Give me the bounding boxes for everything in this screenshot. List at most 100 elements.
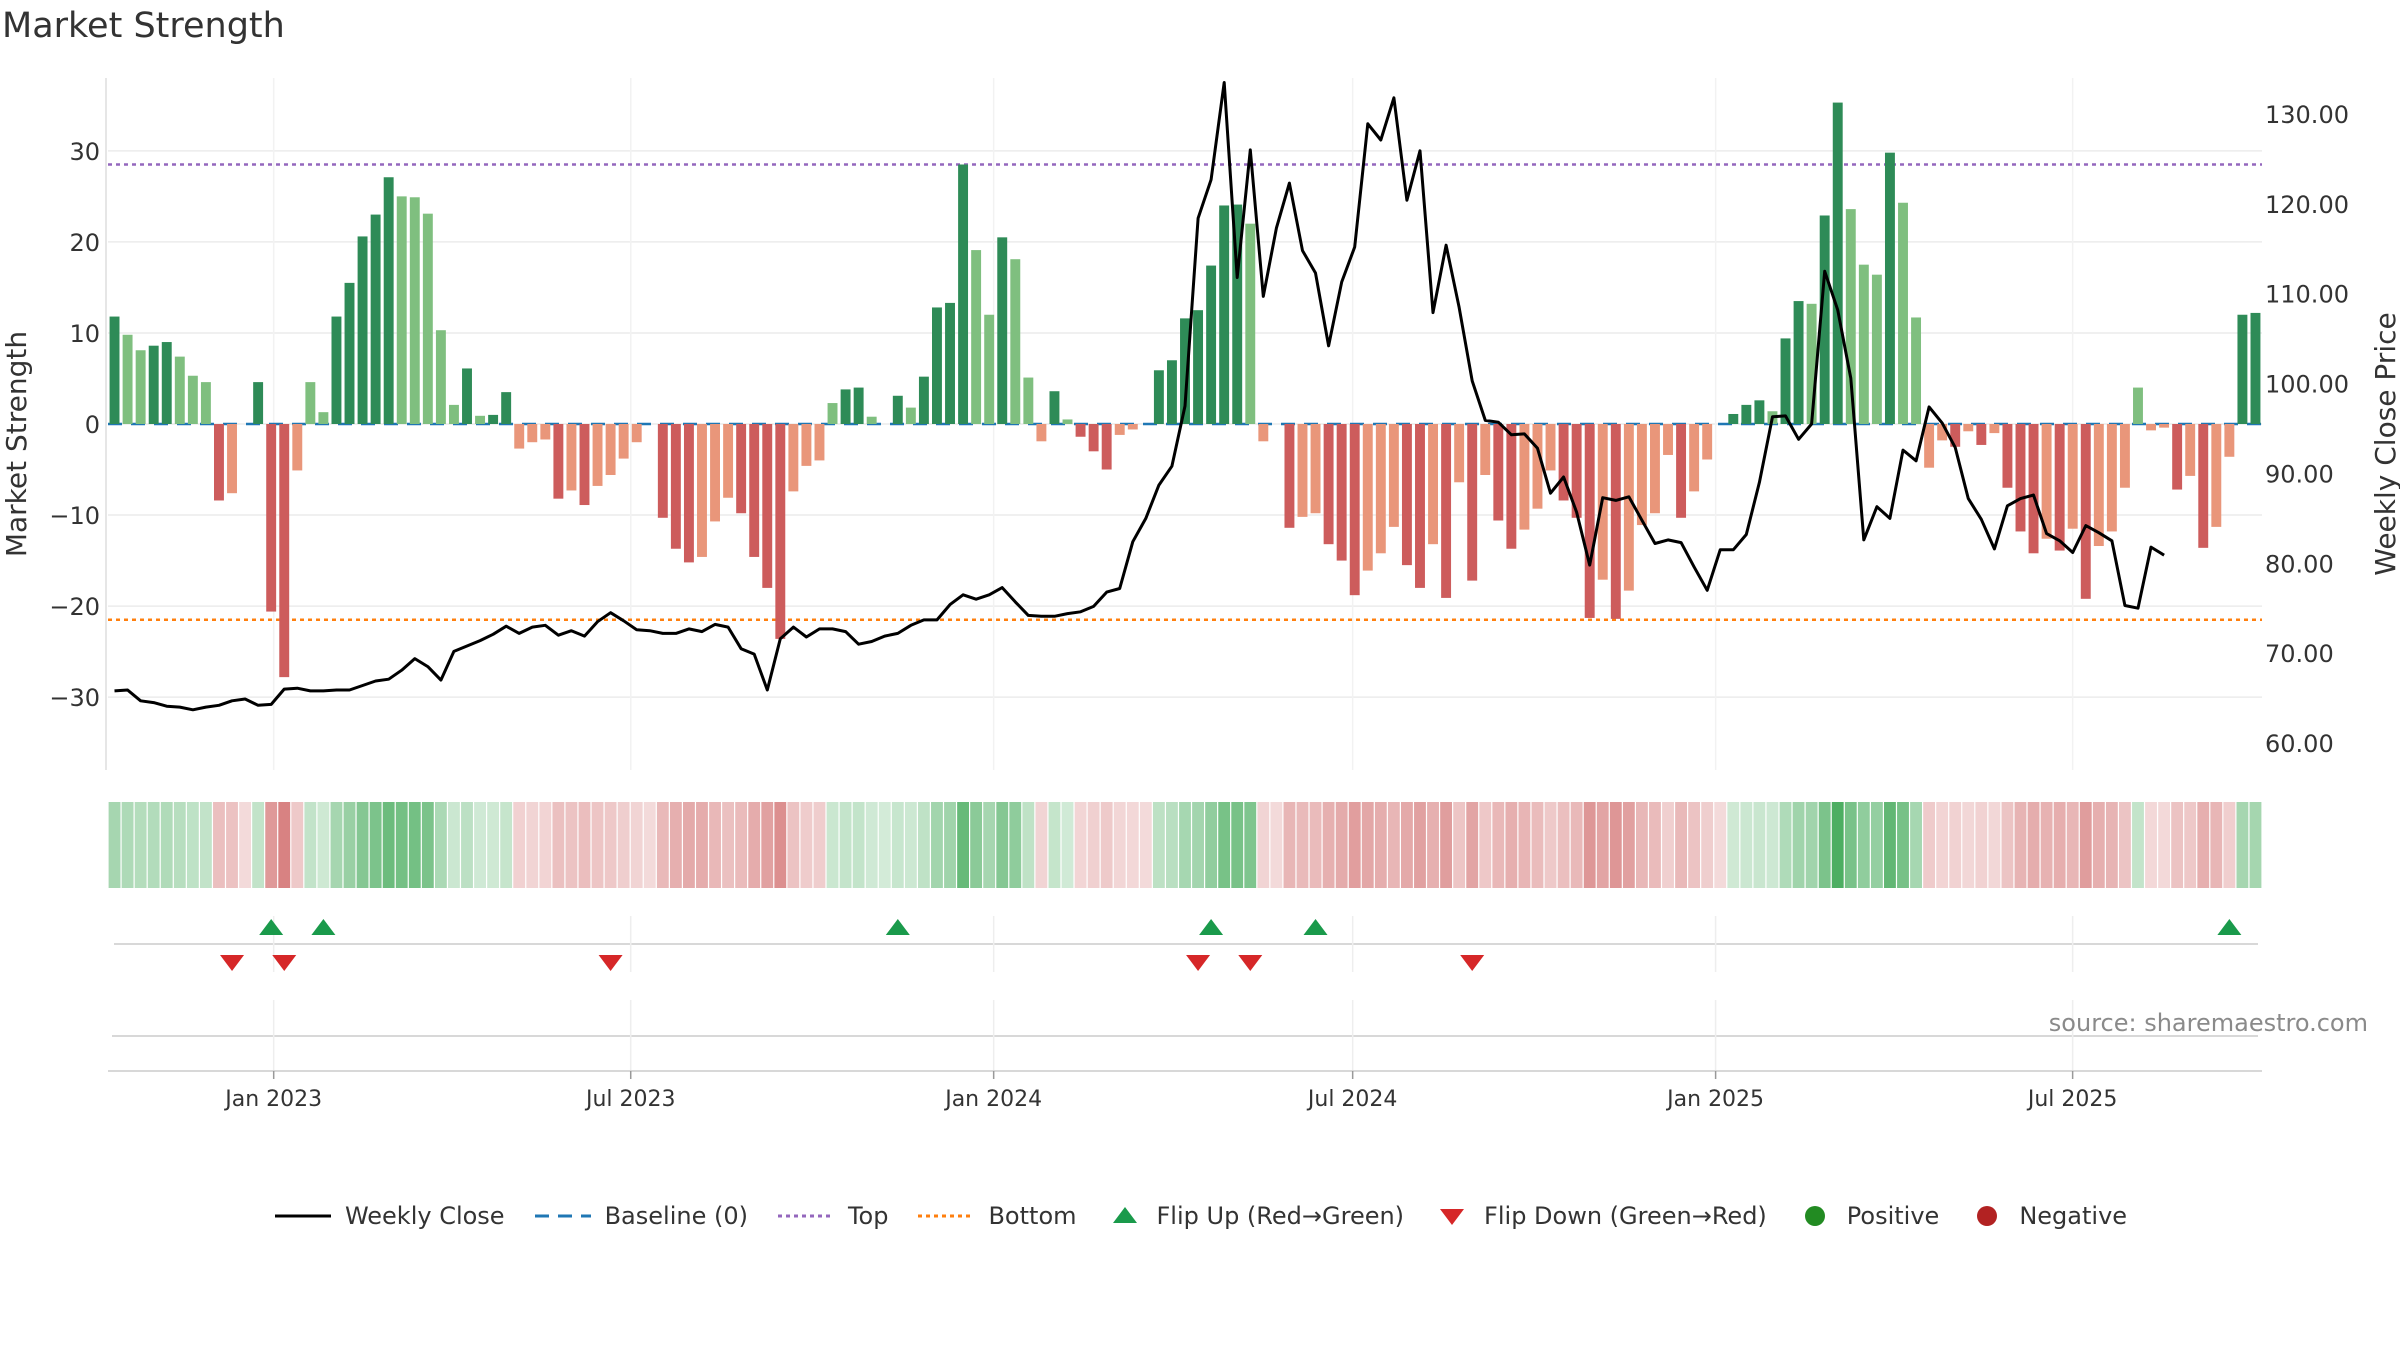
strength-bar	[279, 424, 290, 678]
strip-cell	[448, 802, 460, 888]
strength-bar	[670, 424, 681, 549]
strength-bar	[1832, 102, 1843, 424]
strength-bar	[2211, 424, 2222, 527]
strip-cell	[931, 802, 943, 888]
flip-up-marker	[2217, 919, 2242, 935]
strength-bar	[605, 424, 616, 475]
strength-bar	[1780, 338, 1791, 424]
strip-cell	[643, 802, 656, 888]
strip-cell	[787, 802, 800, 888]
strip-cell	[1792, 802, 1805, 888]
strength-bar	[305, 382, 316, 424]
flip-up-marker	[885, 919, 910, 935]
x-tick-label: Jan 2024	[943, 1087, 1042, 1112]
strip-cell	[1322, 802, 1335, 888]
x-tick-label: Jul 2025	[2026, 1087, 2118, 1112]
strength-bar	[1976, 424, 1987, 445]
strength-bar	[1480, 424, 1491, 475]
strength-bar	[1754, 400, 1765, 424]
strength-bar	[2250, 312, 2261, 424]
strength-bar	[2002, 424, 2013, 488]
strip-cell	[2119, 802, 2131, 888]
strength-bar	[514, 424, 525, 449]
strength-bar	[736, 424, 747, 514]
strip-cell	[1466, 802, 1479, 888]
strength-bar	[1284, 424, 1295, 528]
strength-bar	[318, 412, 329, 424]
strip-cell	[108, 802, 121, 888]
strip-cell	[1179, 802, 1191, 888]
strength-bar	[227, 424, 237, 494]
strip-cell	[1244, 802, 1257, 888]
strength-bar	[1336, 424, 1347, 561]
x-tick-label: Jan 2023	[223, 1087, 322, 1112]
strength-bar	[710, 424, 720, 522]
strip-cell	[2249, 802, 2262, 888]
strip-cell	[2197, 802, 2210, 888]
strength-bar	[1180, 318, 1190, 424]
y-tick-label: 10	[69, 320, 100, 348]
strip-cell	[722, 802, 735, 888]
strip-cell	[265, 802, 278, 888]
strength-bar	[579, 424, 590, 506]
strip-cell	[1401, 802, 1413, 888]
strip-cell	[839, 802, 852, 888]
strip-cell	[1975, 802, 1988, 888]
strip-cell	[1139, 802, 1152, 888]
strength-bar	[762, 424, 773, 588]
strip-cell	[1675, 802, 1687, 888]
legend-negative-label: Negative	[2019, 1202, 2128, 1230]
strength-bars	[109, 102, 2261, 678]
strength-bar	[135, 350, 146, 424]
strength-bar	[1532, 424, 1543, 509]
strip-cell	[878, 802, 891, 888]
strength-bar	[840, 389, 851, 424]
strip-cell	[1570, 802, 1583, 888]
strip-cell	[1635, 802, 1648, 888]
strength-bar	[266, 424, 277, 612]
strip-cell	[2105, 802, 2118, 888]
strip-cell	[552, 802, 565, 888]
strip-cell	[1831, 802, 1844, 888]
legend-bottom: Bottom	[916, 1202, 1077, 1230]
strength-bar	[853, 387, 864, 424]
legend-flip-up: Flip Up (Red→Green)	[1105, 1202, 1404, 1230]
strip-cell	[970, 802, 983, 888]
strip-cell	[604, 802, 617, 888]
strip-cell	[395, 802, 408, 888]
strip-cell	[539, 802, 552, 888]
strip-cell	[565, 802, 578, 888]
strip-cell	[1805, 802, 1818, 888]
strip-cell	[2040, 802, 2053, 888]
strength-bar	[1884, 152, 1895, 425]
strength-bar	[1663, 424, 1673, 455]
strip-cell	[2210, 802, 2223, 888]
strip-cell	[761, 802, 774, 888]
strength-bar	[827, 403, 838, 424]
strength-bar	[1297, 424, 1308, 517]
strength-bar	[1232, 204, 1243, 424]
y2-tick-label: 100.00	[2265, 371, 2349, 399]
strength-bar	[984, 314, 995, 424]
y-tick-label: 30	[69, 138, 100, 166]
strength-bar	[1858, 264, 1869, 424]
strip-cell	[1309, 802, 1322, 888]
strength-bar	[540, 424, 551, 440]
strip-cell	[1649, 802, 1661, 888]
strength-bar	[1454, 424, 1465, 483]
legend-positive-label: Positive	[1846, 1202, 1940, 1230]
strength-bar	[1349, 424, 1360, 596]
strip-cell	[343, 802, 356, 888]
y-tick-label: 0	[85, 411, 100, 439]
strength-bar	[592, 424, 603, 486]
strip-cell	[1518, 802, 1531, 888]
strip-cell	[683, 802, 695, 888]
strength-bar	[723, 424, 734, 498]
strength-color-strip	[108, 802, 2262, 888]
strength-bar	[1075, 424, 1086, 437]
legend-negative: Negative	[1967, 1202, 2127, 1230]
flip-down-marker	[598, 955, 623, 971]
strip-cell	[2145, 802, 2157, 888]
strip-cell	[278, 802, 291, 888]
